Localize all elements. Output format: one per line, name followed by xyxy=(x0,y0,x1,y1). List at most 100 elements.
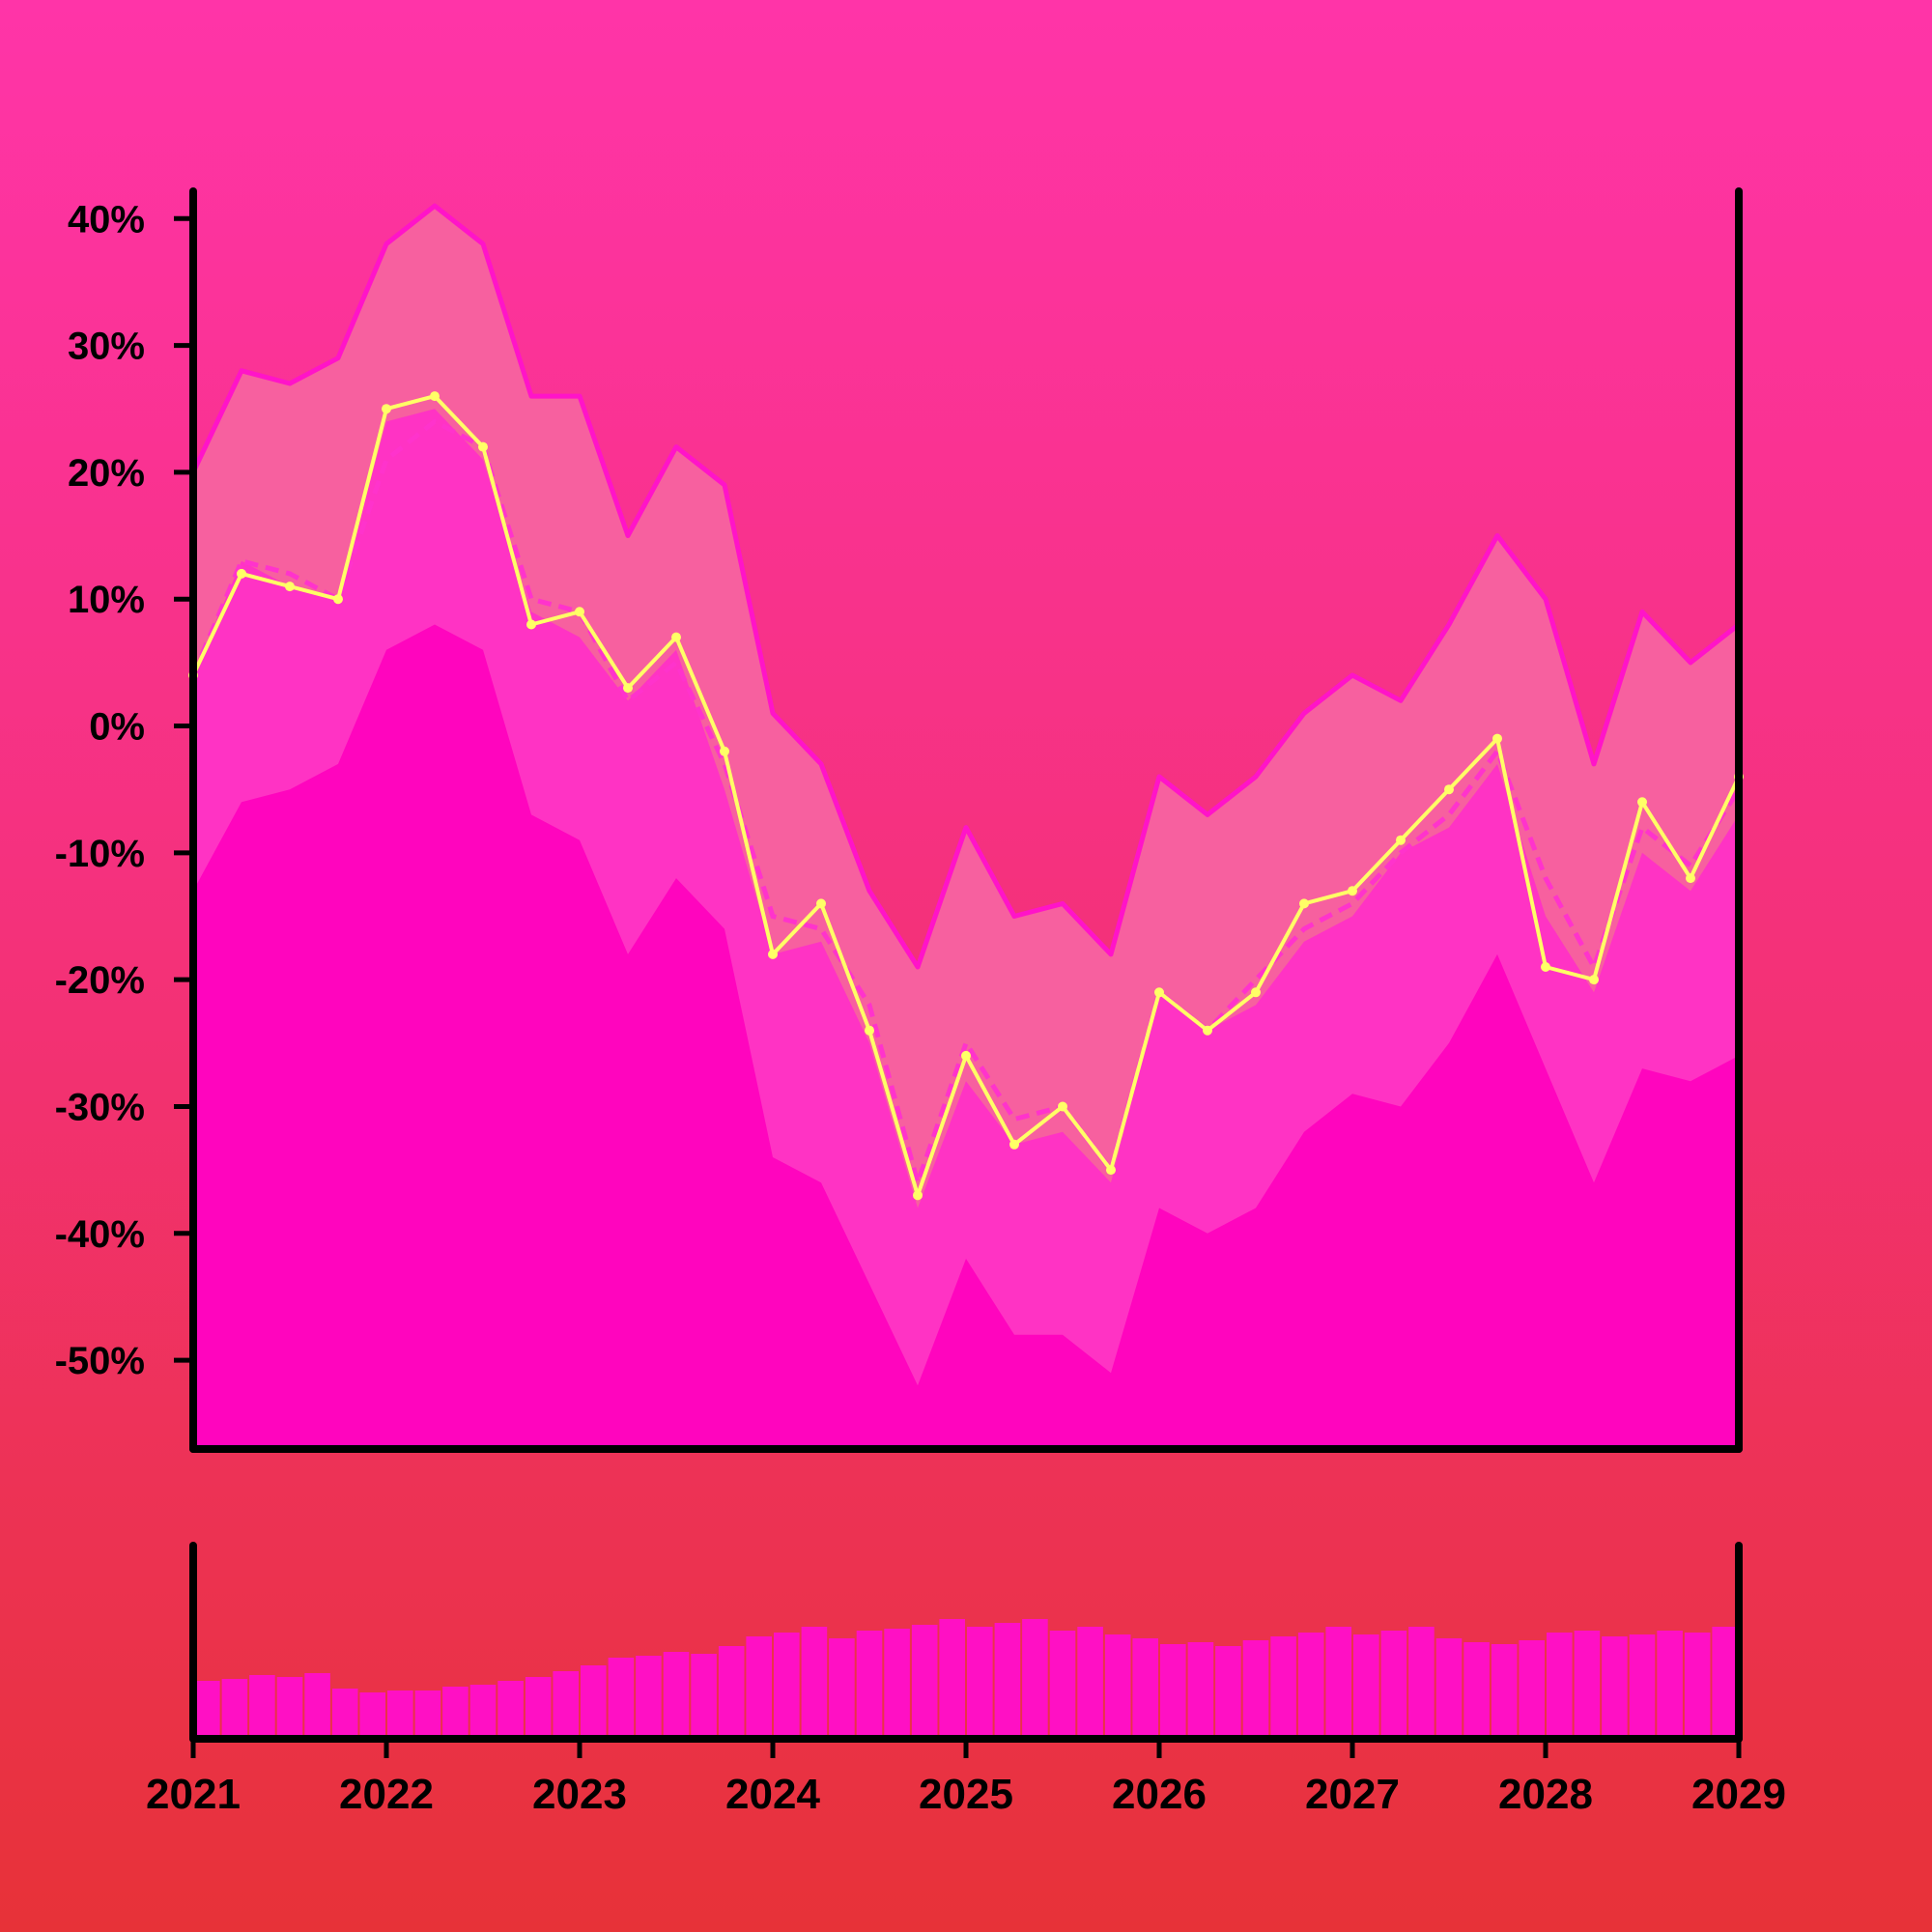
volume-bar xyxy=(581,1665,607,1739)
price-point xyxy=(1348,886,1357,896)
volume-bar xyxy=(1325,1627,1351,1739)
volume-bar xyxy=(1077,1627,1103,1739)
upper-band-line xyxy=(190,203,1741,970)
volume-bar xyxy=(249,1675,275,1739)
volume-bar xyxy=(1712,1627,1738,1739)
volume-bar xyxy=(1242,1640,1269,1739)
volume-bar xyxy=(1353,1634,1379,1739)
volume-bar xyxy=(1049,1631,1076,1739)
volume-bar xyxy=(221,1679,248,1739)
x-tick-label: 2024 xyxy=(725,1771,820,1818)
price-point xyxy=(671,632,681,642)
price-point xyxy=(526,619,536,630)
volume-bar xyxy=(1602,1636,1628,1739)
volume-bar xyxy=(746,1636,772,1739)
y-tick-label: -20% xyxy=(55,959,145,1002)
volume-bar xyxy=(194,1681,220,1739)
volume-bar xyxy=(829,1638,855,1739)
volume-bar xyxy=(497,1681,524,1739)
volume-bar xyxy=(359,1692,385,1739)
price-point xyxy=(285,582,295,592)
price-point xyxy=(961,1050,971,1061)
volume-bar xyxy=(1491,1644,1518,1739)
y-tick-label: -50% xyxy=(55,1340,145,1382)
volume-bar xyxy=(1547,1633,1573,1739)
volume-bar xyxy=(718,1646,745,1739)
y-tick-label: 20% xyxy=(68,452,145,495)
volume-bar xyxy=(1160,1644,1186,1739)
moving-average-line xyxy=(190,418,1742,1191)
volume-bar xyxy=(939,1619,965,1739)
price-point xyxy=(1154,987,1164,998)
x-tick-label: 2021 xyxy=(146,1771,241,1818)
y-tick-label: -10% xyxy=(55,833,145,875)
volume-bar xyxy=(553,1671,579,1739)
volume-bar xyxy=(387,1690,413,1739)
x-tick-label: 2027 xyxy=(1305,1771,1400,1818)
price-point xyxy=(1203,1025,1212,1036)
volume-bar xyxy=(1104,1634,1131,1739)
price-point xyxy=(1251,987,1261,998)
volume-bar xyxy=(691,1654,717,1739)
volume-bar xyxy=(1270,1636,1296,1739)
price-point xyxy=(1589,975,1599,985)
volume-bar xyxy=(994,1623,1021,1739)
lower-band-area xyxy=(193,624,1739,1449)
volume-bar xyxy=(1684,1633,1711,1739)
volume-bar xyxy=(911,1625,938,1739)
price-point xyxy=(913,1190,923,1201)
y-tick-label: 40% xyxy=(68,198,145,241)
volume-bar xyxy=(774,1633,800,1739)
x-tick-label: 2026 xyxy=(1112,1771,1207,1818)
price-point xyxy=(237,568,246,579)
volume-bar xyxy=(525,1677,552,1739)
volume-bar xyxy=(1022,1619,1048,1739)
y-tick-label: 10% xyxy=(68,579,145,621)
volume-bar xyxy=(1297,1633,1324,1739)
x-tick-label: 2028 xyxy=(1498,1771,1593,1818)
volume-bar xyxy=(1215,1646,1241,1739)
volume-bar xyxy=(1380,1631,1407,1739)
price-point xyxy=(720,746,729,756)
y-tick-label: -30% xyxy=(55,1086,145,1128)
volume-bar xyxy=(442,1687,469,1739)
volume-bar xyxy=(1519,1640,1545,1739)
volume-bar xyxy=(884,1629,910,1739)
volume-bar xyxy=(1187,1642,1214,1739)
volume-bar xyxy=(304,1673,330,1739)
price-point xyxy=(575,607,584,617)
x-tick-label: 2022 xyxy=(339,1771,434,1818)
price-point xyxy=(1299,898,1309,909)
x-tick-label: 2025 xyxy=(919,1771,1013,1818)
price-point xyxy=(1396,835,1406,845)
volume-bar xyxy=(1629,1634,1656,1739)
volume-bar xyxy=(469,1685,497,1739)
volume-bar xyxy=(1435,1638,1463,1739)
volume-bar xyxy=(1132,1638,1158,1739)
volume-bar xyxy=(967,1627,993,1739)
y-tick-label: 30% xyxy=(68,326,145,368)
volume-bar xyxy=(1463,1642,1490,1739)
price-point xyxy=(1444,784,1454,795)
volume-bar xyxy=(856,1631,883,1739)
volume-bar xyxy=(1408,1627,1435,1739)
price-point xyxy=(1637,797,1647,808)
price-point xyxy=(478,441,488,452)
price-point xyxy=(1541,962,1550,972)
price-point xyxy=(816,898,826,909)
volume-bar xyxy=(636,1656,662,1739)
price-point xyxy=(430,391,440,402)
price-point xyxy=(1009,1139,1019,1150)
price-point xyxy=(1106,1165,1116,1176)
price-point xyxy=(1492,733,1502,744)
price-point xyxy=(333,594,343,605)
volume-bar xyxy=(1574,1631,1601,1739)
volume-bar xyxy=(276,1677,303,1739)
price-point xyxy=(382,404,391,414)
y-tick-label: -40% xyxy=(55,1213,145,1256)
price-point xyxy=(1686,873,1695,884)
price-point xyxy=(1058,1101,1067,1112)
volume-bar xyxy=(331,1689,358,1739)
